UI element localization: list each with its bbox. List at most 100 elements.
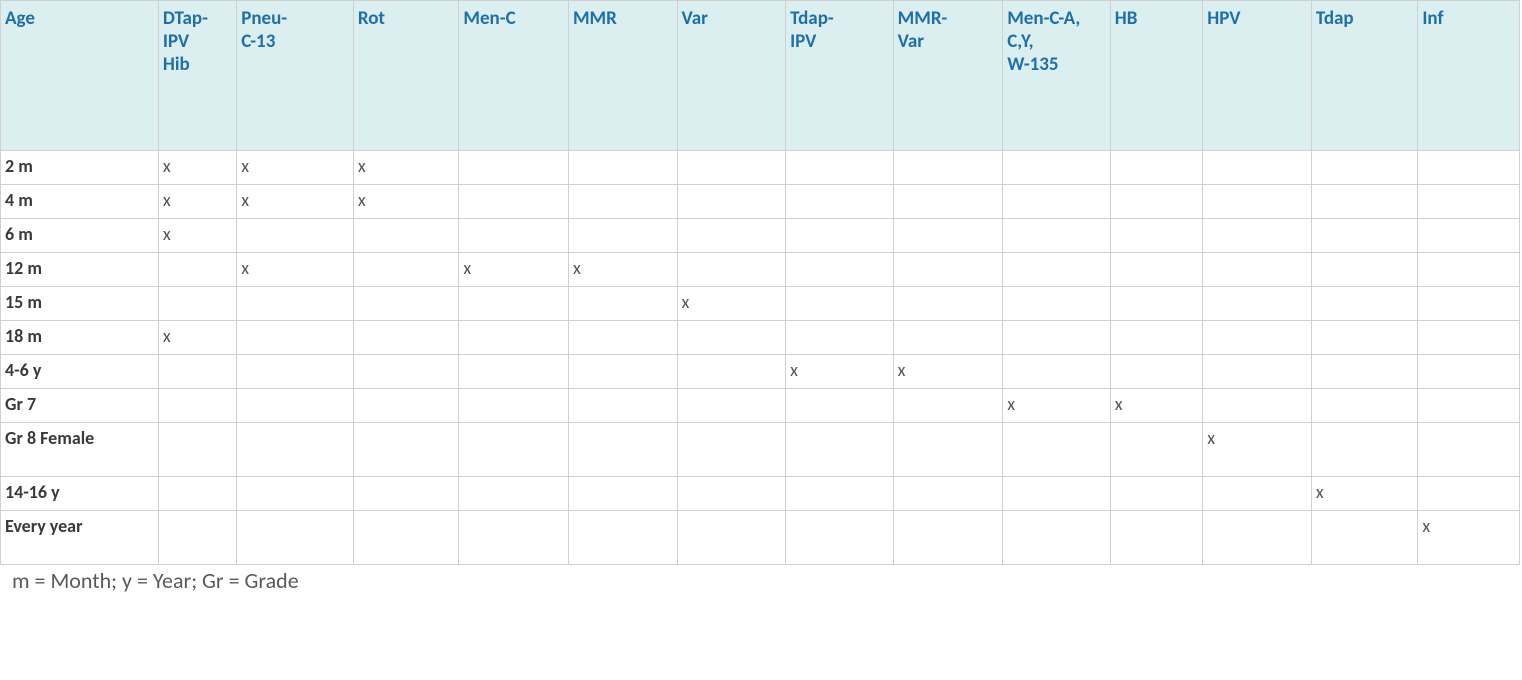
header-row: AgeDTap-IPVHibPneu-C-13RotMen-CMMRVarTda… [1, 1, 1520, 151]
schedule-cell [1418, 321, 1520, 355]
table-row: 14-16 yx [1, 477, 1520, 511]
schedule-cell [1203, 321, 1312, 355]
schedule-cell [677, 253, 786, 287]
schedule-cell: x [1203, 423, 1312, 477]
schedule-cell [786, 185, 894, 219]
schedule-cell [1203, 511, 1312, 565]
schedule-cell [158, 287, 236, 321]
schedule-cell [893, 219, 1003, 253]
table-row: 18 mx [1, 321, 1520, 355]
schedule-cell [786, 477, 894, 511]
schedule-cell [1110, 355, 1202, 389]
schedule-cell [1418, 185, 1520, 219]
schedule-cell [353, 477, 459, 511]
schedule-cell [459, 477, 569, 511]
table-row: 4-6 yxx [1, 355, 1520, 389]
col-header-vaccine: Inf [1418, 1, 1520, 151]
schedule-cell [1311, 253, 1418, 287]
schedule-cell [893, 389, 1003, 423]
schedule-cell [1418, 287, 1520, 321]
schedule-cell [1003, 321, 1111, 355]
schedule-cell [237, 477, 354, 511]
schedule-cell [1003, 287, 1111, 321]
schedule-cell [677, 185, 786, 219]
table-row: 4 mxxx [1, 185, 1520, 219]
schedule-cell: x [237, 253, 354, 287]
schedule-cell [786, 253, 894, 287]
schedule-cell [893, 423, 1003, 477]
col-header-vaccine: Pneu-C-13 [237, 1, 354, 151]
age-cell: 4 m [1, 185, 159, 219]
schedule-cell [893, 287, 1003, 321]
schedule-cell [1110, 151, 1202, 185]
table-row: Gr 8 Femalex [1, 423, 1520, 477]
schedule-cell [893, 151, 1003, 185]
schedule-cell [1203, 185, 1312, 219]
schedule-cell [1110, 253, 1202, 287]
schedule-cell [1003, 355, 1111, 389]
schedule-cell [568, 511, 677, 565]
col-header-vaccine: MMR [568, 1, 677, 151]
schedule-cell [237, 287, 354, 321]
schedule-cell [1003, 151, 1111, 185]
schedule-cell: x [1110, 389, 1202, 423]
schedule-cell [568, 219, 677, 253]
schedule-cell [158, 511, 236, 565]
table-row: Gr 7xx [1, 389, 1520, 423]
schedule-cell [1418, 477, 1520, 511]
col-header-age: Age [1, 1, 159, 151]
schedule-cell [1418, 389, 1520, 423]
col-header-vaccine: MMR-Var [893, 1, 1003, 151]
schedule-cell [1003, 423, 1111, 477]
schedule-cell [677, 389, 786, 423]
schedule-cell [1418, 423, 1520, 477]
schedule-cell [1418, 253, 1520, 287]
age-cell: 4-6 y [1, 355, 159, 389]
schedule-cell [1311, 185, 1418, 219]
schedule-cell: x [237, 151, 354, 185]
schedule-cell: x [158, 185, 236, 219]
schedule-cell: x [459, 253, 569, 287]
schedule-cell [353, 287, 459, 321]
table-row: 6 mx [1, 219, 1520, 253]
schedule-cell [353, 355, 459, 389]
age-cell: 12 m [1, 253, 159, 287]
col-header-vaccine: Rot [353, 1, 459, 151]
schedule-cell [1003, 477, 1111, 511]
schedule-cell [786, 219, 894, 253]
schedule-cell [677, 151, 786, 185]
schedule-cell [459, 287, 569, 321]
schedule-cell [1418, 355, 1520, 389]
schedule-cell: x [1311, 477, 1418, 511]
schedule-cell [1311, 355, 1418, 389]
schedule-cell [158, 389, 236, 423]
schedule-cell [568, 151, 677, 185]
schedule-cell: x [677, 287, 786, 321]
schedule-cell [353, 253, 459, 287]
schedule-cell [568, 389, 677, 423]
schedule-cell [1311, 423, 1418, 477]
schedule-cell [1110, 185, 1202, 219]
schedule-cell [1203, 151, 1312, 185]
schedule-cell [677, 477, 786, 511]
schedule-cell: x [568, 253, 677, 287]
schedule-cell [786, 423, 894, 477]
schedule-cell [459, 389, 569, 423]
schedule-cell [568, 423, 677, 477]
schedule-cell [1003, 185, 1111, 219]
schedule-cell: x [893, 355, 1003, 389]
col-header-vaccine: Men-C-A,C,Y,W-135 [1003, 1, 1111, 151]
col-header-vaccine: Men-C [459, 1, 569, 151]
schedule-cell [1203, 477, 1312, 511]
schedule-cell [893, 511, 1003, 565]
schedule-cell: x [158, 151, 236, 185]
schedule-cell [1110, 321, 1202, 355]
table-row: Every yearx [1, 511, 1520, 565]
schedule-cell [893, 253, 1003, 287]
schedule-cell [353, 321, 459, 355]
schedule-cell [158, 423, 236, 477]
schedule-cell: x [1003, 389, 1111, 423]
schedule-cell [353, 423, 459, 477]
schedule-cell [1203, 287, 1312, 321]
age-cell: Every year [1, 511, 159, 565]
